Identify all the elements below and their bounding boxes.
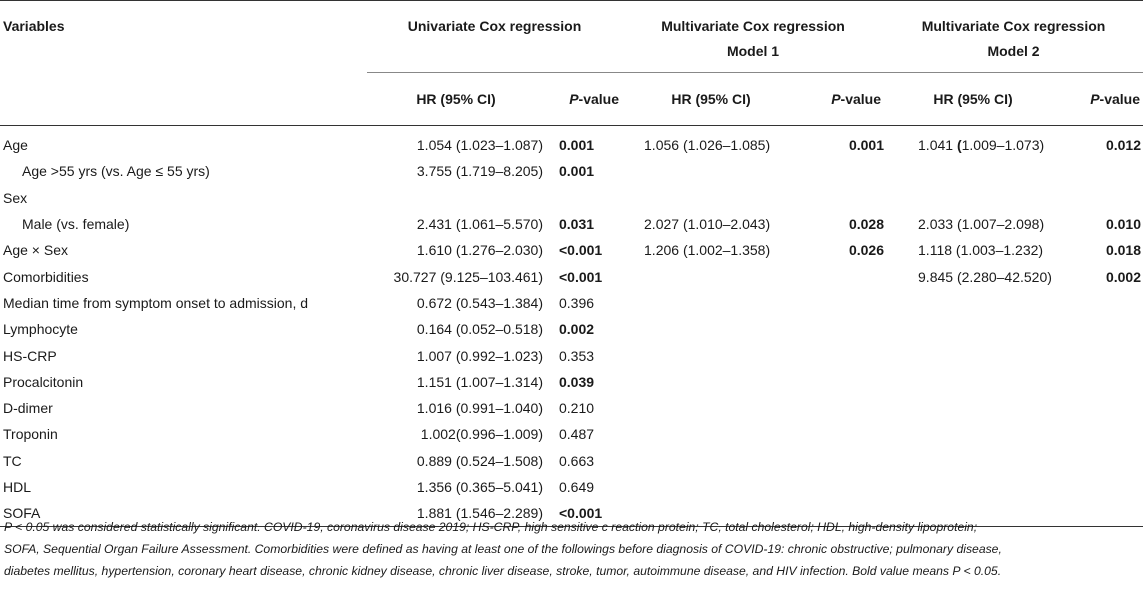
table-row: TC 0.889 (0.524–1.508) 0.663 [0, 448, 1143, 474]
model2-hr-cell: 1.118 (1.003–1.232) [918, 242, 1044, 259]
variable-cell: D-dimer [3, 400, 53, 417]
univariate-p-cell: 0.002 [559, 321, 595, 338]
univariate-p-cell: 0.039 [559, 373, 595, 390]
table-row: Age 1.054 (1.023–1.087) 0.001 1.056 (1.0… [0, 126, 1143, 159]
univariate-hr-cell: 1.610 (1.276–2.030) [416, 242, 543, 259]
variable-cell: Lymphocyte [3, 321, 78, 338]
table-row: Age >55 yrs (vs. Age ≤ 55 yrs) 3.755 (1.… [0, 158, 1143, 184]
model2-hr-cell: 2.033 (1.007–2.098) [918, 216, 1045, 233]
univariate-hr-cell: 1.881 (1.546–2.289) [367, 500, 545, 528]
table-row: Sex [0, 185, 1143, 211]
univariate-hr-cell: 1.054 (1.023–1.087) [416, 137, 543, 154]
model1-hr-cell: 2.027 (1.010–2.043) [644, 216, 771, 233]
univariate-p-cell: 0.487 [559, 426, 595, 443]
model2-hr-header: HR (95% CI) [884, 72, 1063, 126]
table-footnote: P < 0.05 was considered statistically si… [4, 516, 1140, 582]
univariate-p-header: P-value [545, 72, 623, 126]
variable-cell: Comorbidities [3, 268, 89, 285]
model1-title: Multivariate Cox regression [661, 18, 845, 34]
table-row: Median time from symptom onset to admiss… [0, 290, 1143, 316]
variable-cell: Age >55 yrs (vs. Age ≤ 55 yrs) [22, 163, 210, 180]
univariate-hr-cell: 0.889 (0.524–1.508) [416, 452, 543, 469]
table-row: Lymphocyte 0.164 (0.052–0.518) 0.002 [0, 316, 1143, 342]
table-row: Male (vs. female) 2.431 (1.061–5.570) 0.… [0, 211, 1143, 237]
univariate-p-cell: 0.396 [559, 294, 595, 311]
univariate-p-cell: 0.001 [559, 163, 595, 180]
cox-regression-table: Variables Univariate Cox regression Mult… [0, 0, 1143, 528]
variable-cell: Age × Sex [3, 242, 68, 259]
variable-cell: Median time from symptom onset to admiss… [3, 294, 309, 311]
model2-hr-cell: 1.041 (1.009–1.073) [918, 137, 1045, 154]
univariate-hr-cell: 1.356 (0.365–5.041) [416, 479, 543, 495]
variable-cell: Troponin [3, 426, 58, 443]
model2-p-cell: 0.002 [1105, 268, 1142, 285]
table-row: SOFA 1.881 (1.546–2.289) <0.001 [0, 500, 1143, 528]
model2-p-header: P-value [1062, 72, 1143, 126]
variable-cell: TC [3, 452, 22, 469]
model1-p-cell: 0.026 [848, 242, 885, 259]
univariate-hr-cell: 1.016 (0.991–1.040) [416, 400, 543, 417]
table-row: Procalcitonin 1.151 (1.007–1.314) 0.039 [0, 369, 1143, 395]
univariate-hr-header: HR (95% CI) [367, 72, 545, 126]
univariate-p-cell: 0.210 [559, 400, 595, 417]
header-row-groups: Variables Univariate Cox regression Mult… [0, 0, 1143, 73]
univariate-p-cell: <0.001 [559, 268, 603, 285]
univariate-hr-cell: 0.672 (0.543–1.384) [416, 294, 543, 311]
model2-p-cell: 0.012 [1105, 137, 1142, 154]
table-row: HDL 1.356 (0.365–5.041) 0.649 [0, 474, 1143, 500]
univariate-hr-cell: 2.431 (1.061–5.570) [416, 216, 543, 233]
model2-subtitle: Model 2 [987, 43, 1040, 59]
univariate-hr-cell: 0.164 (0.052–0.518) [416, 321, 543, 338]
model1-p-cell: 0.001 [848, 137, 885, 154]
table-row: Comorbidities 30.727 (9.125–103.461) <0.… [0, 263, 1143, 289]
univariate-hr-cell: 1.002(0.996–1.009) [420, 426, 543, 443]
univariate-p-cell: 0.353 [559, 347, 595, 364]
model1-hr-cell: 1.206 (1.002–1.358) [644, 242, 771, 259]
variable-cell: HDL [3, 479, 32, 495]
footnote-line-1: P < 0.05 was considered statistically si… [4, 520, 978, 534]
univariate-hr-cell: 1.007 (0.992–1.023) [416, 347, 543, 364]
univariate-hr-cell: 30.727 (9.125–103.461) [393, 268, 543, 285]
univariate-title: Univariate Cox regression [407, 18, 582, 34]
variable-cell: HS-CRP [3, 347, 57, 364]
results-table-container: Variables Univariate Cox regression Mult… [0, 0, 1143, 528]
univariate-p-cell: 0.649 [559, 479, 595, 495]
variable-cell: SOFA [0, 500, 367, 528]
univariate-p-cell: <0.001 [545, 500, 623, 528]
table-row: HS-CRP 1.007 (0.992–1.023) 0.353 [0, 342, 1143, 368]
table-row: Troponin 1.002(0.996–1.009) 0.487 [0, 421, 1143, 447]
footnote-line-3: diabetes mellitus, hypertension, coronar… [4, 564, 1002, 578]
univariate-hr-cell: 3.755 (1.719–8.205) [416, 163, 543, 180]
univariate-p-cell: <0.001 [559, 242, 603, 259]
variable-cell: Sex [3, 189, 28, 206]
table-row: D-dimer 1.016 (0.991–1.040) 0.210 [0, 395, 1143, 421]
model1-subtitle: Model 1 [726, 43, 780, 59]
univariate-p-cell: 0.031 [559, 216, 595, 233]
model1-hr-header: HR (95% CI) [622, 72, 801, 126]
header-row-columns: HR (95% CI) P-value HR (95% CI) P-value … [0, 72, 1143, 126]
model1-p-header: P-value [800, 72, 885, 126]
model2-p-cell: 0.010 [1105, 216, 1142, 233]
univariate-p-cell: 0.001 [559, 137, 595, 154]
footnote-line-2: SOFA, Sequential Organ Failure Assessmen… [4, 542, 1002, 556]
model1-group-header: Multivariate Cox regression Model 1 [622, 1, 884, 73]
model2-title: Multivariate Cox regression [921, 18, 1106, 34]
variables-header: Variables [3, 18, 65, 34]
table-row: Age × Sex 1.610 (1.276–2.030) <0.001 1.2… [0, 237, 1143, 263]
model2-group-header: Multivariate Cox regression Model 2 [884, 1, 1143, 73]
variable-cell: Procalcitonin [3, 373, 84, 390]
univariate-group-header: Univariate Cox regression [367, 1, 622, 73]
model1-p-cell: 0.028 [848, 216, 885, 233]
variable-cell: Male (vs. female) [22, 216, 130, 233]
model2-p-cell: 0.018 [1105, 242, 1142, 259]
model1-hr-cell: 1.056 (1.026–1.085) [644, 137, 771, 154]
univariate-p-cell: 0.663 [559, 452, 595, 469]
model2-hr-cell: 9.845 (2.280–42.520) [918, 268, 1052, 285]
univariate-hr-cell: 1.151 (1.007–1.314) [416, 373, 543, 390]
variable-cell: Age [3, 137, 28, 154]
